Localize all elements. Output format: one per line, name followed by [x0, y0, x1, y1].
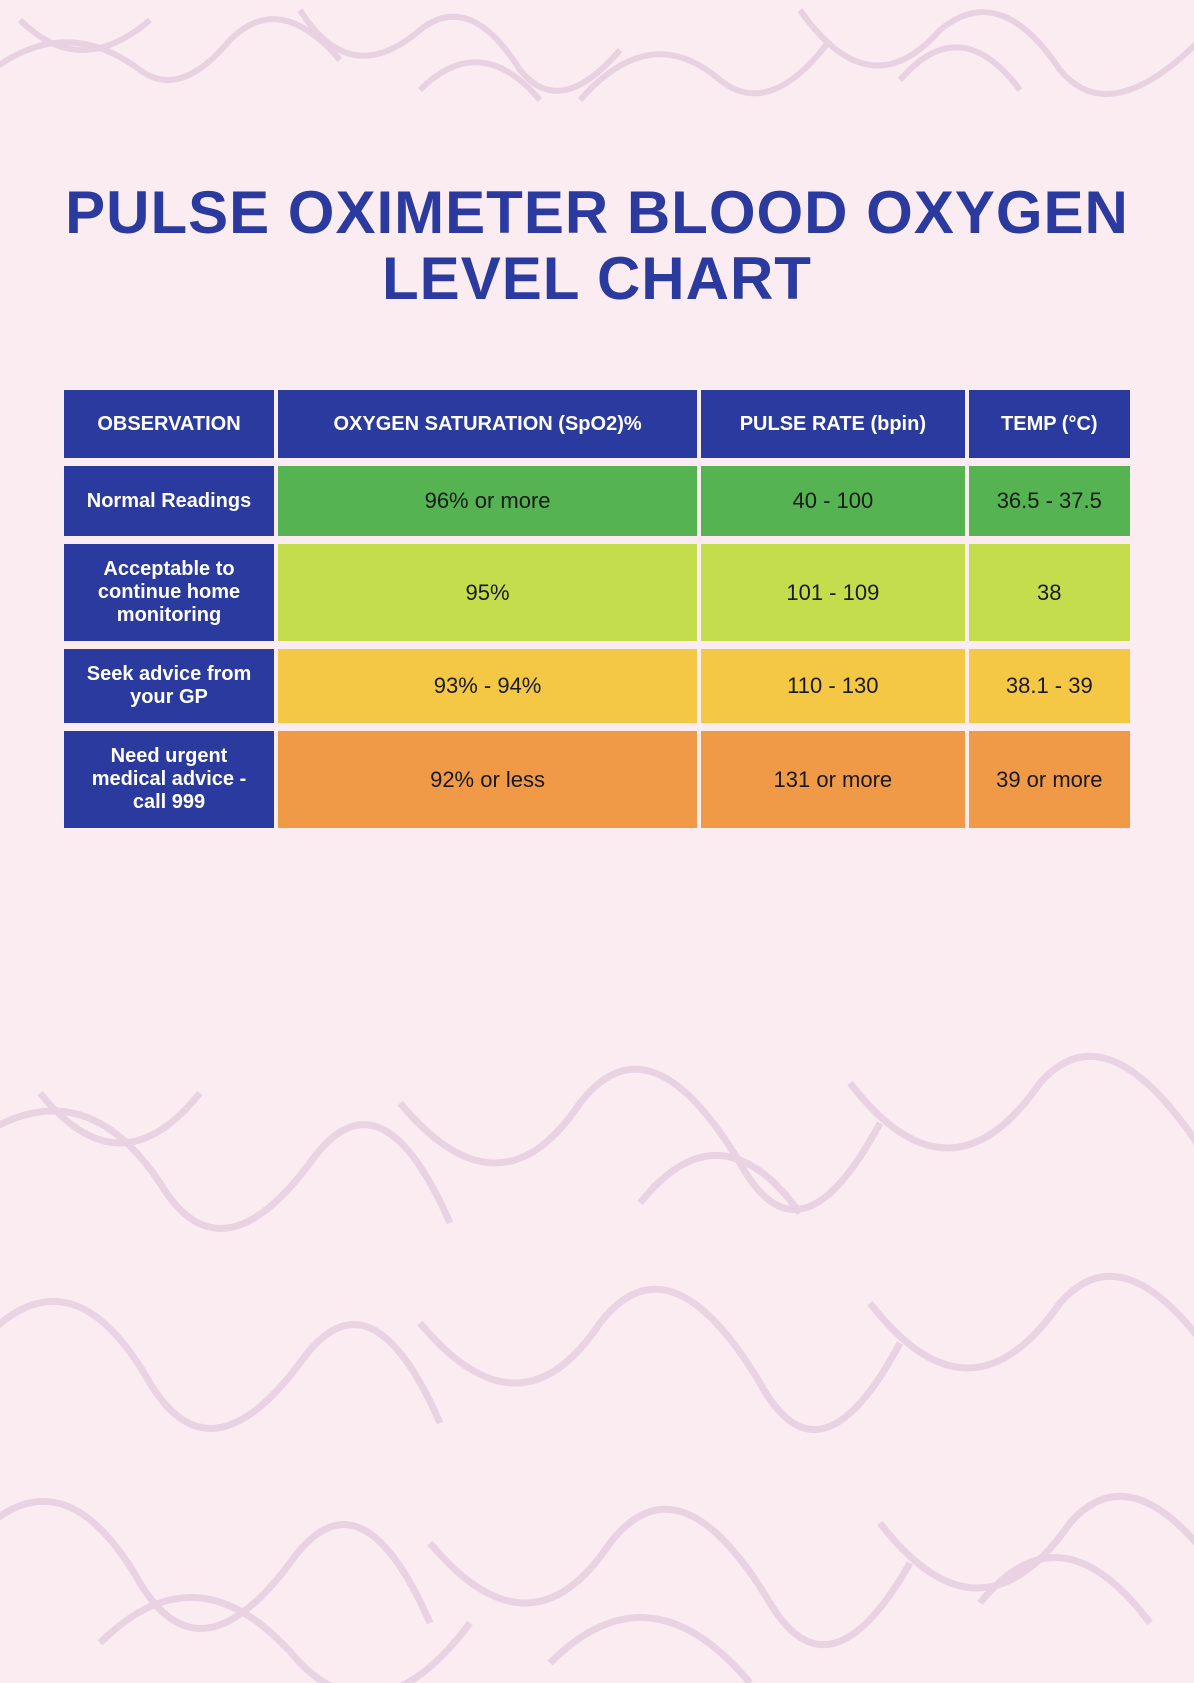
row-label-normal: Normal Readings — [64, 466, 274, 536]
table-row: Normal Readings 96% or more 40 - 100 36.… — [64, 466, 1130, 536]
col-header-observation: OBSERVATION — [64, 390, 274, 458]
decorative-marble-bottom — [0, 1043, 1194, 1683]
cell-temp: 38.1 - 39 — [969, 649, 1130, 723]
cell-pulse: 101 - 109 — [701, 544, 964, 641]
col-header-temp: TEMP (°C) — [969, 390, 1130, 458]
col-header-pulse: PULSE RATE (bpin) — [701, 390, 964, 458]
cell-pulse: 110 - 130 — [701, 649, 964, 723]
cell-spo2: 96% or more — [278, 466, 697, 536]
page-title: PULSE OXIMETER BLOOD OXYGEN LEVEL CHART — [60, 180, 1134, 312]
row-label-urgent: Need urgent medical advice - call 999 — [64, 731, 274, 828]
row-label-acceptable: Acceptable to continue home monitoring — [64, 544, 274, 641]
row-label-seek-gp: Seek advice from your GP — [64, 649, 274, 723]
table-row: Need urgent medical advice - call 999 92… — [64, 731, 1130, 828]
content-area: PULSE OXIMETER BLOOD OXYGEN LEVEL CHART … — [0, 0, 1194, 836]
table-row: Acceptable to continue home monitoring 9… — [64, 544, 1130, 641]
table-header-row: OBSERVATION OXYGEN SATURATION (SpO2)% PU… — [64, 390, 1130, 458]
col-header-spo2: OXYGEN SATURATION (SpO2)% — [278, 390, 697, 458]
cell-temp: 36.5 - 37.5 — [969, 466, 1130, 536]
oxygen-level-table: OBSERVATION OXYGEN SATURATION (SpO2)% PU… — [60, 382, 1134, 836]
cell-temp: 38 — [969, 544, 1130, 641]
cell-pulse: 131 or more — [701, 731, 964, 828]
table-row: Seek advice from your GP 93% - 94% 110 -… — [64, 649, 1130, 723]
cell-spo2: 95% — [278, 544, 697, 641]
cell-pulse: 40 - 100 — [701, 466, 964, 536]
cell-spo2: 93% - 94% — [278, 649, 697, 723]
cell-temp: 39 or more — [969, 731, 1130, 828]
cell-spo2: 92% or less — [278, 731, 697, 828]
